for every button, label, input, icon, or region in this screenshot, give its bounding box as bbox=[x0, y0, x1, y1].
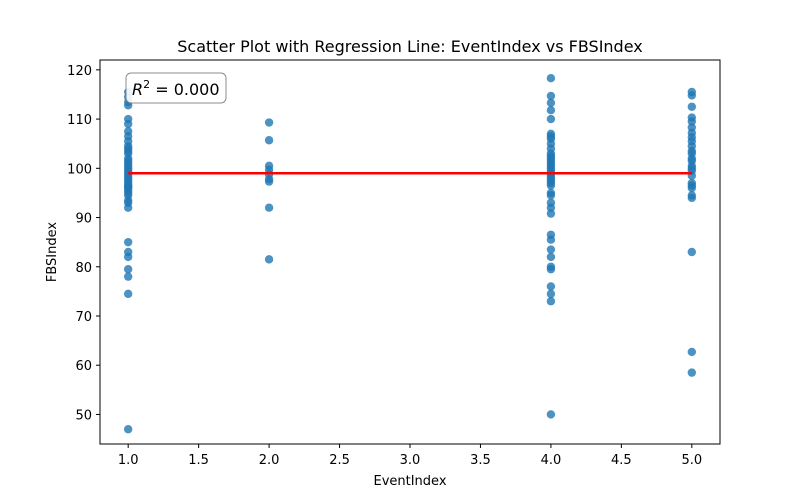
x-tick-label: 4.5 bbox=[611, 453, 632, 468]
data-point bbox=[123, 182, 133, 191]
x-tick-label: 4.0 bbox=[541, 453, 562, 468]
data-point bbox=[687, 193, 697, 203]
y-tick-label: 60 bbox=[75, 359, 92, 374]
x-tick-label: 3.0 bbox=[400, 453, 421, 468]
chart-title: Scatter Plot with Regression Line: Event… bbox=[177, 37, 642, 56]
data-point bbox=[546, 209, 556, 218]
y-tick-label: 80 bbox=[75, 261, 92, 276]
data-point bbox=[546, 252, 556, 262]
y-tick-label: 120 bbox=[67, 64, 92, 79]
data-point bbox=[264, 118, 274, 127]
data-point bbox=[264, 255, 274, 264]
data-point bbox=[546, 265, 556, 274]
x-tick-label: 1.5 bbox=[188, 453, 209, 468]
y-tick-label: 100 bbox=[67, 162, 92, 177]
data-point bbox=[546, 134, 556, 143]
data-point bbox=[546, 74, 556, 83]
data-point bbox=[546, 245, 556, 254]
x-tick-label: 3.5 bbox=[470, 453, 491, 468]
r2-annotation: R2 = 0.000 bbox=[125, 72, 227, 104]
data-point bbox=[123, 272, 133, 281]
data-point bbox=[546, 98, 556, 108]
data-point bbox=[123, 265, 133, 274]
data-point bbox=[123, 159, 133, 168]
x-axis-label: EventIndex bbox=[373, 474, 446, 489]
y-tick-label: 110 bbox=[67, 113, 92, 128]
data-point bbox=[123, 146, 133, 156]
data-point bbox=[546, 282, 556, 291]
data-point bbox=[546, 297, 556, 306]
data-point bbox=[546, 203, 556, 212]
x-tick-label: 1.0 bbox=[118, 453, 139, 468]
y-tick-label: 90 bbox=[75, 212, 92, 227]
data-point bbox=[264, 177, 274, 186]
r2-box bbox=[125, 72, 227, 104]
data-point bbox=[123, 119, 133, 129]
data-point bbox=[687, 117, 697, 126]
data-point bbox=[546, 289, 556, 299]
data-point bbox=[546, 106, 556, 115]
data-point bbox=[123, 289, 133, 299]
y-tick-label: 50 bbox=[75, 408, 92, 423]
data-point bbox=[546, 235, 556, 244]
data-point bbox=[546, 91, 556, 101]
r2-text: R2 = 0.000 bbox=[132, 78, 220, 99]
data-point bbox=[546, 410, 556, 419]
data-point bbox=[123, 237, 133, 247]
x-tick-label: 2.0 bbox=[259, 453, 280, 468]
y-tick-label: 70 bbox=[75, 310, 92, 325]
ticks-layer: 1.0 1.5 2.0 2.5 3.0 3.5 4.0 4.5 5.0 50 60 70 80 90 100… bbox=[67, 64, 702, 468]
data-point bbox=[264, 136, 274, 145]
x-tick-label: 2.5 bbox=[329, 453, 350, 468]
data-point bbox=[264, 203, 274, 212]
data-point bbox=[687, 347, 697, 357]
y-axis-label: FBSIndex bbox=[45, 222, 60, 283]
data-point bbox=[123, 252, 133, 262]
data-point bbox=[546, 181, 556, 190]
data-point bbox=[546, 114, 556, 124]
plot-frame bbox=[99, 59, 721, 445]
data-point bbox=[687, 183, 697, 193]
x-tick-label: 5.0 bbox=[681, 453, 702, 468]
points-layer bbox=[123, 74, 697, 434]
data-point bbox=[123, 176, 133, 185]
data-point bbox=[546, 191, 556, 200]
data-point bbox=[687, 368, 697, 377]
data-point bbox=[123, 203, 133, 212]
data-point bbox=[123, 425, 133, 434]
data-point bbox=[546, 154, 556, 163]
data-point bbox=[687, 247, 697, 257]
data-point bbox=[687, 102, 697, 111]
data-point bbox=[687, 91, 697, 100]
